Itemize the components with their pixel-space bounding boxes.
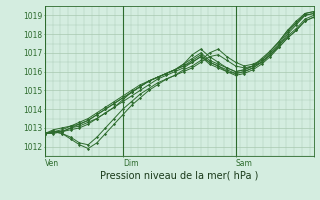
X-axis label: Pression niveau de la mer( hPa ): Pression niveau de la mer( hPa ) [100, 171, 258, 181]
